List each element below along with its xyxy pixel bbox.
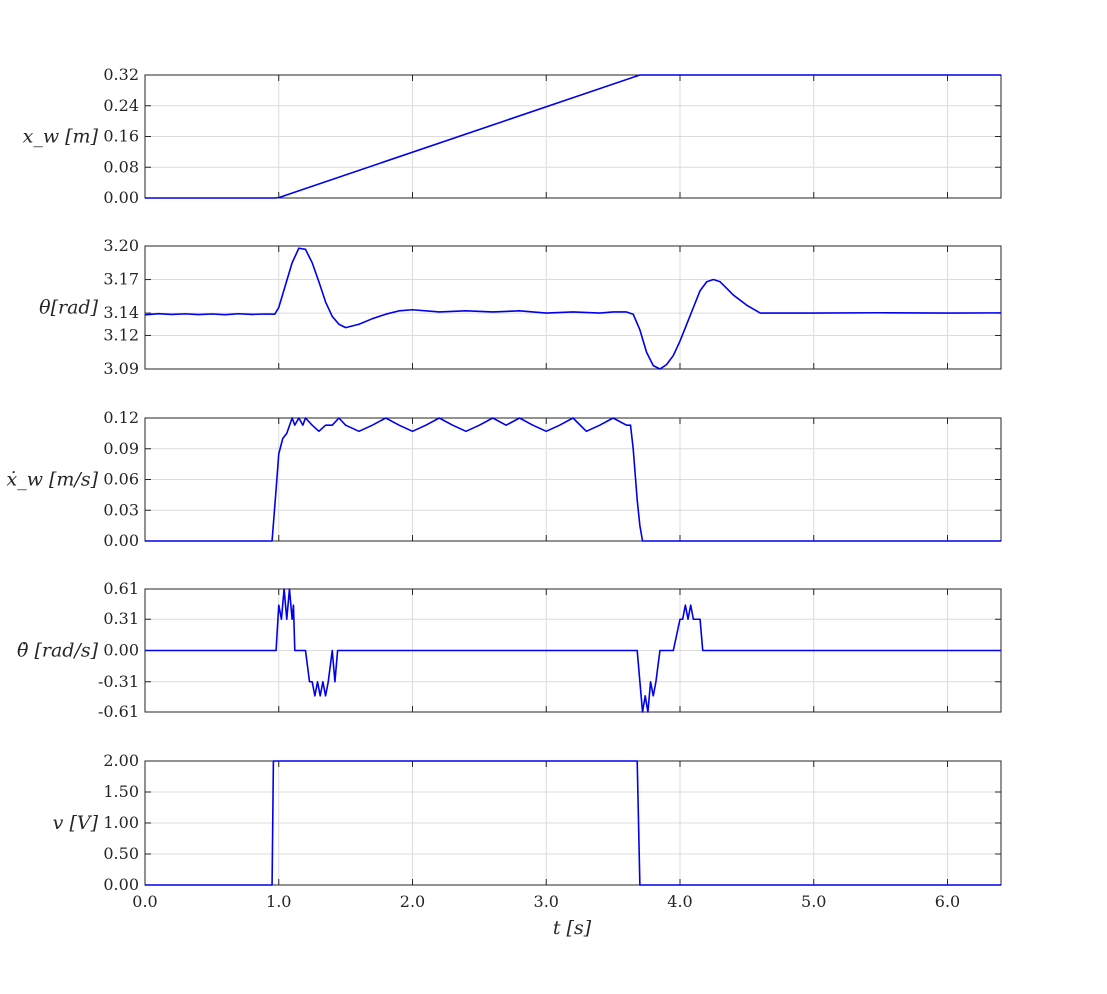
y-tick-label: 3.09	[103, 359, 139, 378]
series-line-1	[145, 417, 1001, 542]
series-line-1	[145, 74, 1001, 199]
y-tick-label: -0.31	[98, 672, 139, 691]
series-line-1	[145, 588, 1001, 713]
y-tick-label: 0.06	[103, 470, 139, 489]
y-tick-label: 3.12	[103, 325, 139, 344]
y-axis-label: θ̇ [rad/s]	[17, 640, 99, 662]
y-axis-label: θ[rad]	[39, 297, 98, 319]
panel-1: 0.00 0.08 0.16 0.24 0.32 x_w [m]	[23, 65, 1002, 207]
x-tick-label: 3.0	[534, 892, 559, 911]
x-tick-label: 0.0	[132, 892, 157, 911]
panel-3: 0.00 0.03 0.06 0.09 0.12 ẋ_w [m/s]	[6, 408, 1002, 550]
y-tick-label: 0.12	[103, 408, 139, 427]
x-tick-label: 6.0	[935, 892, 960, 911]
y-tick-label: 0.08	[103, 157, 139, 176]
y-tick-label: 1.00	[103, 813, 139, 832]
y-tick-label: 3.20	[103, 236, 139, 255]
y-tick-label: 2.00	[103, 751, 139, 770]
y-axis-label: v [V]	[53, 812, 99, 834]
y-axis-label: x_w [m]	[23, 126, 99, 148]
x-axis-label: t [s]	[553, 917, 592, 939]
y-axis-label: ẋ_w [m/s]	[6, 469, 98, 491]
x-tick-label: 1.0	[266, 892, 291, 911]
panel-2: 3.09 3.12 3.14 3.17 3.20 θ[rad]	[39, 236, 1002, 378]
y-tick-label: 1.50	[103, 782, 139, 801]
y-tick-label: -0.61	[98, 702, 139, 721]
y-tick-label: 0.24	[103, 96, 139, 115]
y-tick-label: 0.00	[103, 641, 139, 660]
series-line-1	[144, 247, 1002, 370]
y-tick-label: 0.32	[103, 65, 139, 84]
y-tick-label: 0.16	[103, 127, 139, 146]
y-tick-label: 0.00	[103, 188, 139, 207]
axes-box	[144, 245, 1002, 370]
y-tick-label: 3.14	[103, 303, 139, 322]
panel-4: -0.61 -0.31 0.00 0.31 0.61 θ̇ [rad/s]	[17, 579, 1002, 721]
y-tick-label: 0.09	[103, 439, 139, 458]
x-tick-label: 5.0	[801, 892, 826, 911]
y-tick-label: 0.61	[103, 579, 139, 598]
x-tick-label: 4.0	[667, 892, 692, 911]
y-tick-label: 0.50	[103, 844, 139, 863]
y-tick-label: 0.00	[103, 875, 139, 894]
y-tick-label: 0.00	[103, 531, 139, 550]
y-tick-label: 0.31	[103, 609, 139, 628]
panel-5: 0.0 1.0 2.0 3.0 4.0 5.0 6.0 0.00 0.50 1.00 1.50 2.0…	[53, 751, 1002, 911]
y-tick-label: 3.17	[103, 270, 139, 289]
y-tick-label: 0.03	[103, 500, 139, 519]
series-line-1	[145, 760, 1001, 886]
x-tick-label: 2.0	[400, 892, 425, 911]
